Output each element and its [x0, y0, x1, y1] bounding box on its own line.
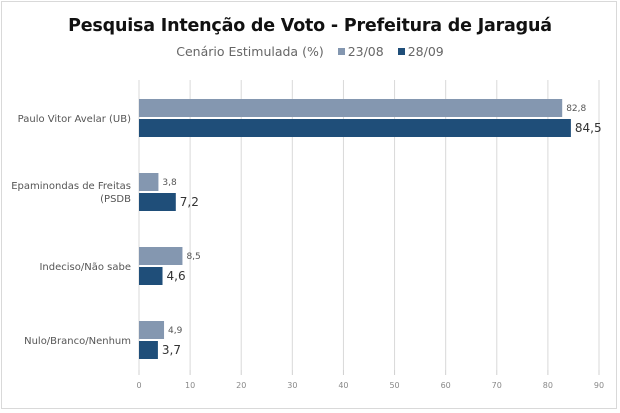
bar-23-08 [139, 321, 165, 339]
x-axis-ticks: 0 10 20 30 40 50 60 70 80 90 [136, 370, 604, 390]
tick-label: 90 [594, 381, 604, 390]
tick-label: 0 [136, 381, 141, 390]
data-label: 82,8 [566, 104, 586, 114]
category-labels: Paulo Vitor Avelar (UB) Epaminondas de Fr… [11, 114, 131, 347]
chart-title: Pesquisa Intenção de Voto - Prefeitura d… [68, 16, 552, 36]
data-label: 4,9 [168, 326, 183, 336]
subtitle-legend-row: Cenário Estimulada (%) 23/08 28/09 [0, 44, 620, 59]
bar-28-09 [139, 341, 158, 359]
bar-23-08 [139, 173, 159, 191]
tick-label: 20 [236, 381, 246, 390]
bar-28-09 [139, 119, 571, 137]
bar-28-09 [139, 193, 176, 211]
tick-label: 50 [389, 381, 399, 390]
data-label: 8,5 [186, 252, 200, 262]
tick-label: 60 [441, 381, 451, 390]
data-label: 84,5 [575, 121, 602, 135]
category-label: Epaminondas de Freitas (PSDB [11, 181, 131, 205]
tick-label: 80 [543, 381, 553, 390]
data-label: 7,2 [180, 195, 199, 209]
chart-subtitle: Cenário Estimulada (%) [176, 44, 324, 59]
data-label: 4,6 [167, 269, 186, 283]
legend-swatch-28-09 [397, 48, 405, 55]
tick-label: 30 [287, 381, 297, 390]
category-label: Paulo Vitor Avelar (UB) [18, 114, 131, 125]
legend-label: 28/09 [407, 44, 444, 59]
category-label: Indeciso/Não sabe [39, 262, 131, 273]
tick-label: 70 [492, 381, 502, 390]
data-labels: 82,8 84,5 3,87,2 8,54,6 4,9 3,7 [162, 104, 602, 357]
tick-label: 10 [185, 381, 195, 390]
legend-item-23-08: 23/08 [337, 44, 384, 59]
category-label: Nulo/Branco/Nenhum [24, 336, 131, 347]
bar-28-09 [139, 267, 163, 285]
legend-label: 23/08 [347, 44, 384, 59]
bar-23-08 [139, 247, 183, 265]
bars [139, 99, 571, 359]
tick-label: 40 [338, 381, 348, 390]
data-label: 3,7 [162, 343, 181, 357]
bar-23-08 [139, 99, 563, 117]
data-label: 3,8 [162, 178, 177, 188]
legend-swatch-23-08 [337, 48, 345, 55]
legend-item-28-09: 28/09 [397, 44, 444, 59]
